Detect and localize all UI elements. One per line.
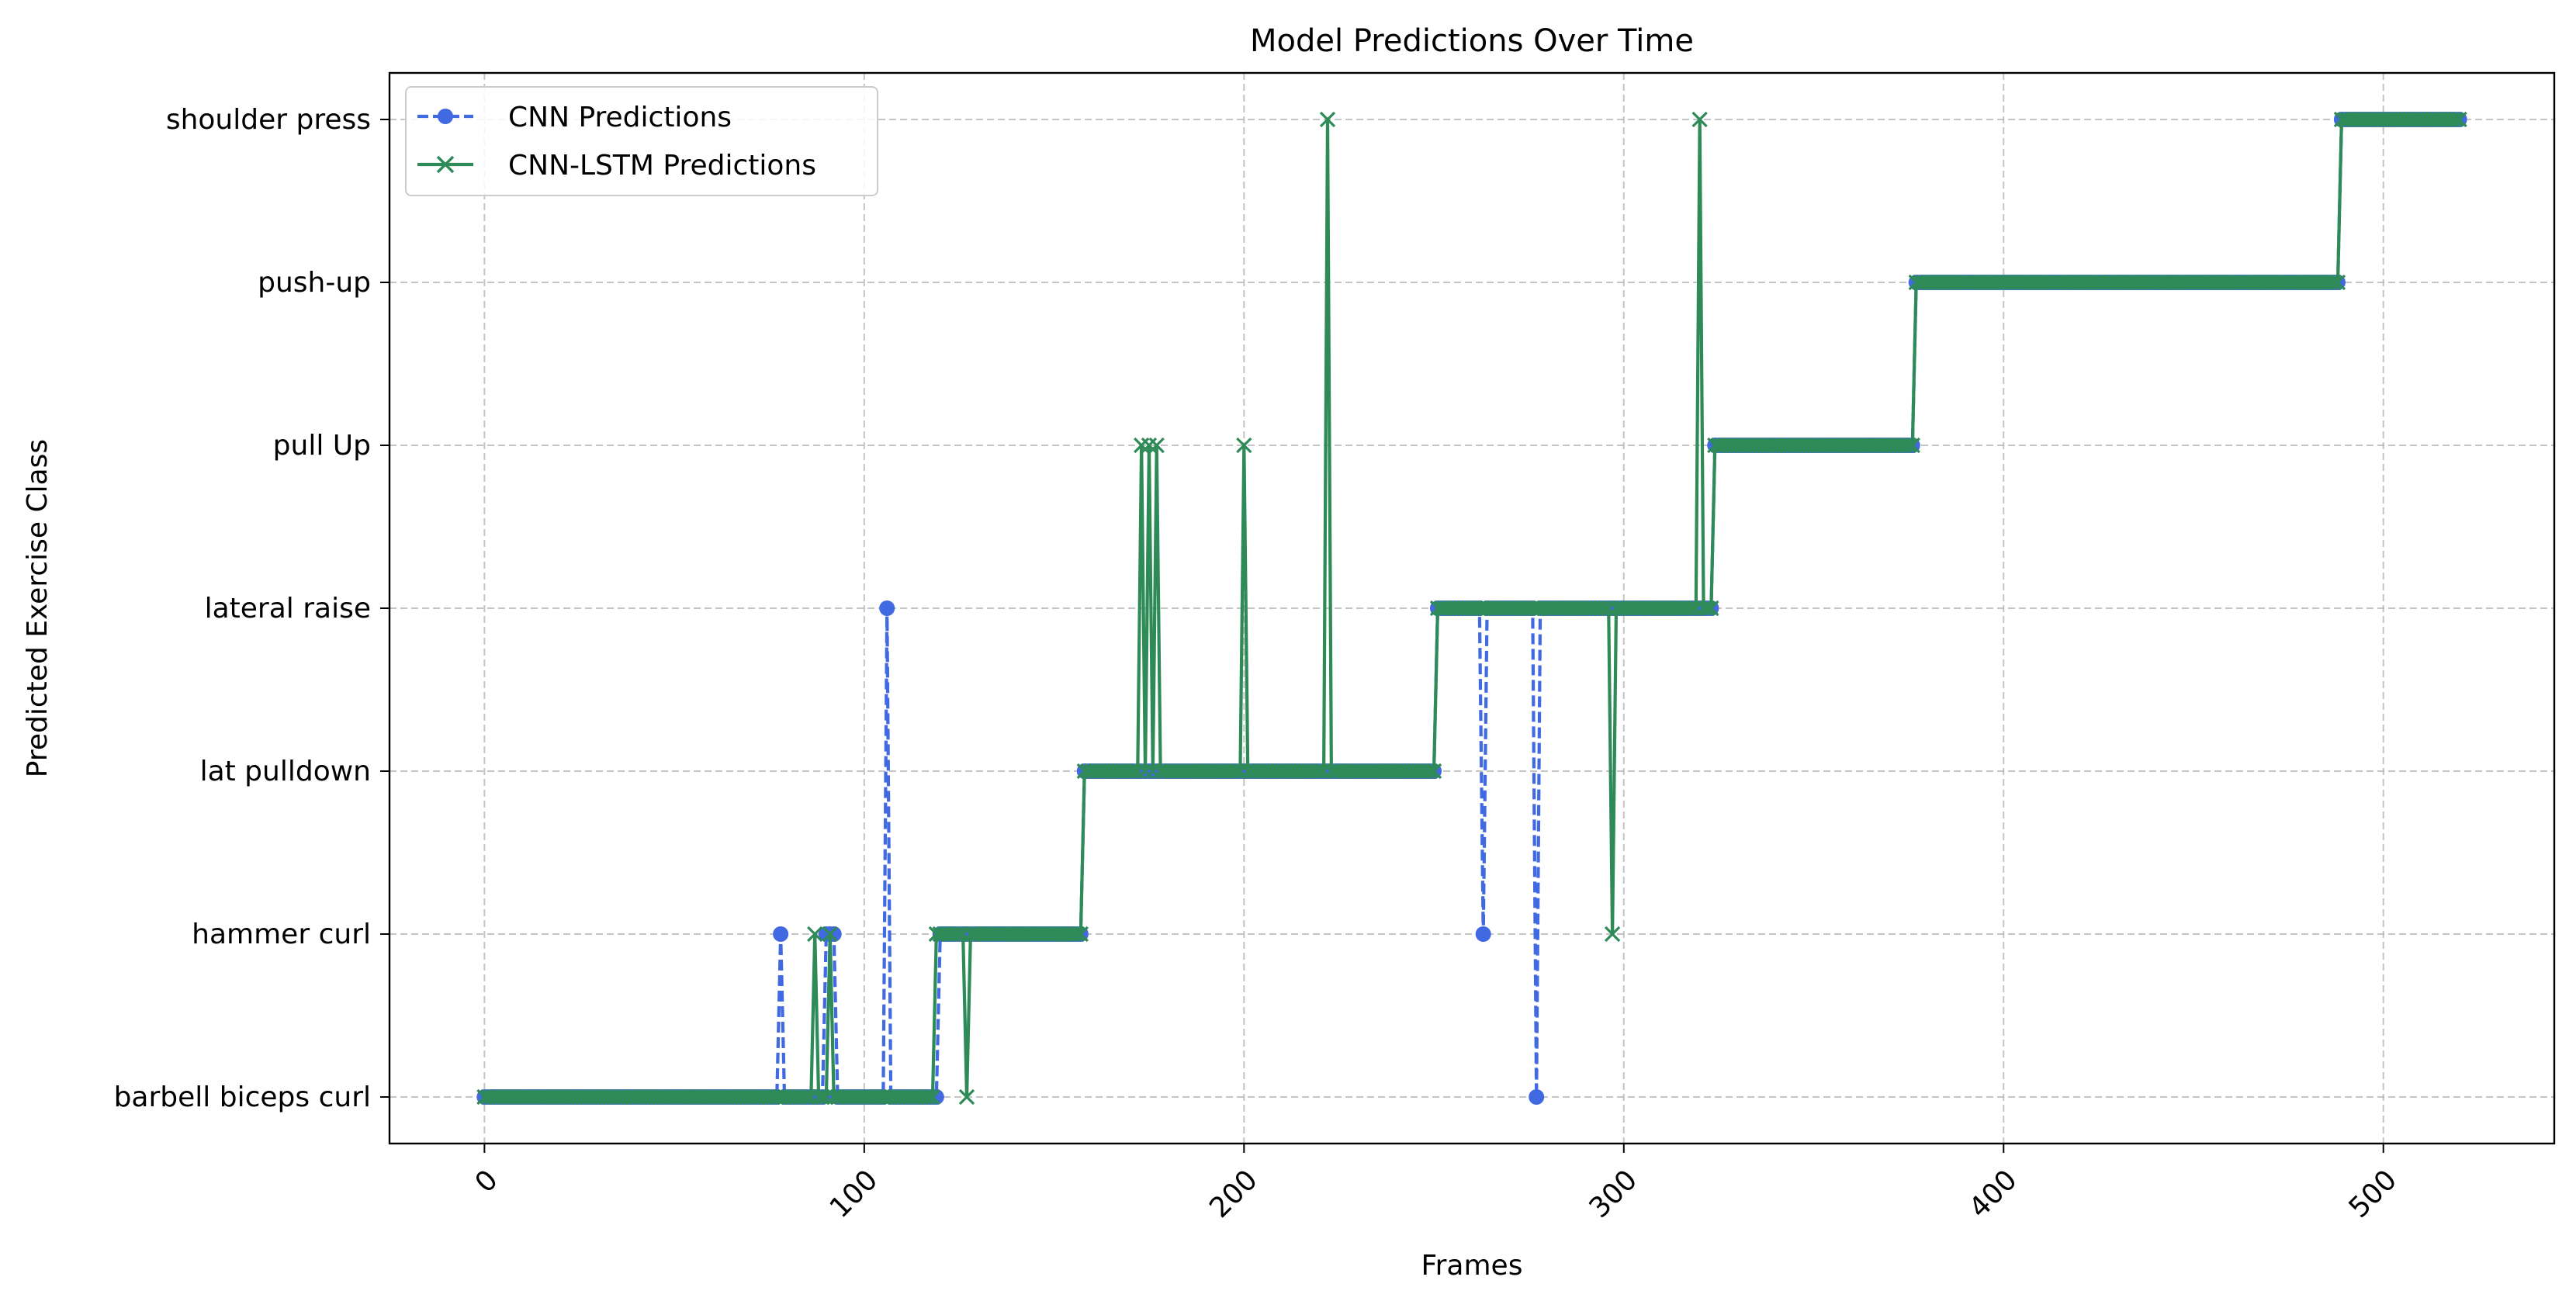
data-point [1604, 926, 1621, 943]
data-point [1072, 926, 1089, 943]
y-tick-label: pull Up [273, 430, 371, 462]
legend-label-cnn: CNN Predictions [508, 102, 732, 133]
data-point [1900, 437, 1917, 454]
data-point [1904, 437, 1920, 454]
data-point [773, 926, 789, 942]
data-point [1703, 600, 1719, 617]
x-tick-label: 0 [469, 1164, 504, 1199]
x-tick-label: 300 [1584, 1164, 1644, 1224]
data-point [879, 600, 895, 616]
legend-item-cnn-lstm: CNN-LSTM Predictions [417, 150, 816, 182]
data-point [1425, 763, 1442, 780]
series-1 [476, 111, 2467, 1106]
legend-marker-cnn [438, 109, 453, 124]
data-point [1475, 926, 1491, 942]
data-point [1422, 763, 1439, 780]
y-tick-label: lateral raise [205, 593, 371, 625]
data-point [951, 926, 968, 943]
y-axis: barbell biceps curl hammer curl lat pulldo… [114, 104, 390, 1113]
y-tick-label: hammer curl [192, 919, 371, 950]
data-point [2329, 274, 2346, 291]
data-point [1529, 1089, 1545, 1105]
data-point [822, 926, 838, 943]
legend-box [405, 86, 878, 196]
y-tick-label: push-up [258, 267, 371, 299]
data-point [958, 1088, 975, 1106]
legend-item-cnn: CNN Predictions [417, 102, 732, 133]
data-point [1236, 437, 1252, 454]
data-point [1597, 600, 1613, 617]
data-point [924, 1088, 941, 1106]
data-point [2325, 274, 2342, 291]
data-point [2451, 111, 2467, 128]
data-point [814, 1088, 831, 1106]
data-point [1319, 111, 1336, 128]
x-axis: 0 100 200 300 400 500 [469, 1144, 2404, 1224]
data-point [1228, 763, 1245, 780]
data-point [1691, 111, 1708, 128]
y-axis-label: Predicted Exercise Class [22, 439, 54, 777]
data-point [799, 1088, 815, 1106]
x-axis-label: Frames [1421, 1250, 1523, 1282]
x-tick-label: 200 [1203, 1164, 1264, 1224]
x-tick-label: 500 [2343, 1164, 2404, 1224]
data-point [1312, 763, 1328, 780]
x-tick-label: 100 [824, 1164, 885, 1224]
series-layer [476, 111, 2467, 1106]
data-point [2447, 111, 2463, 128]
data-point [807, 926, 823, 943]
data-point [1699, 600, 1716, 617]
y-tick-label: barbell biceps curl [114, 1081, 371, 1113]
y-tick-label: shoulder press [166, 104, 371, 136]
data-point [1068, 926, 1085, 943]
x-tick-label: 400 [1963, 1164, 2024, 1224]
data-point [1148, 437, 1165, 454]
chart-title: Model Predictions Over Time [1250, 23, 1694, 59]
data-point [1126, 763, 1142, 780]
legend-label-cnn-lstm: CNN-LSTM Predictions [508, 150, 816, 182]
legend: CNN Predictions CNN-LSTM Predictions [405, 86, 878, 196]
legend-marker-cnn-lstm [436, 155, 455, 174]
y-tick-label: lat pulldown [200, 756, 371, 787]
data-point [1684, 600, 1701, 617]
data-point [920, 1088, 937, 1106]
